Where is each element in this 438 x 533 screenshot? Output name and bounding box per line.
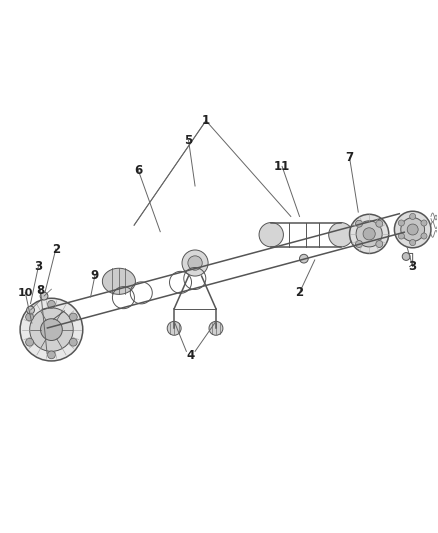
Text: 9: 9 [91, 269, 99, 282]
Circle shape [350, 214, 389, 254]
Circle shape [27, 306, 35, 314]
Circle shape [26, 313, 33, 321]
Circle shape [328, 223, 353, 247]
Circle shape [356, 240, 363, 247]
Polygon shape [102, 268, 135, 294]
Circle shape [167, 321, 181, 335]
Circle shape [376, 240, 383, 247]
Circle shape [421, 233, 427, 239]
Circle shape [209, 321, 223, 335]
Circle shape [398, 233, 404, 239]
Circle shape [259, 223, 283, 247]
Circle shape [188, 256, 202, 270]
Circle shape [394, 211, 431, 248]
Text: 5: 5 [184, 134, 193, 147]
Circle shape [40, 292, 48, 300]
Circle shape [20, 298, 83, 361]
Circle shape [401, 217, 424, 241]
Text: 10: 10 [18, 288, 33, 297]
Circle shape [376, 220, 383, 227]
Circle shape [402, 253, 410, 261]
Text: 11: 11 [274, 160, 290, 173]
Circle shape [30, 308, 73, 351]
Circle shape [26, 338, 33, 346]
Circle shape [41, 319, 62, 341]
Text: 8: 8 [36, 284, 45, 297]
Circle shape [407, 224, 418, 235]
Circle shape [398, 220, 404, 226]
Text: 7: 7 [346, 151, 353, 164]
Circle shape [300, 254, 308, 263]
Circle shape [356, 220, 363, 227]
Circle shape [47, 351, 55, 359]
Text: 3: 3 [34, 260, 42, 273]
Circle shape [69, 313, 77, 321]
Circle shape [47, 301, 55, 308]
Circle shape [182, 250, 208, 276]
Circle shape [421, 220, 427, 226]
Circle shape [410, 213, 416, 220]
Circle shape [356, 221, 382, 247]
Circle shape [69, 338, 77, 346]
Text: 3: 3 [409, 260, 417, 273]
Text: 6: 6 [134, 164, 143, 177]
Text: 4: 4 [187, 349, 195, 362]
Text: 2: 2 [52, 243, 60, 256]
Circle shape [363, 228, 375, 240]
Text: 1: 1 [202, 114, 210, 127]
Circle shape [410, 239, 416, 246]
Text: 2: 2 [296, 286, 304, 299]
